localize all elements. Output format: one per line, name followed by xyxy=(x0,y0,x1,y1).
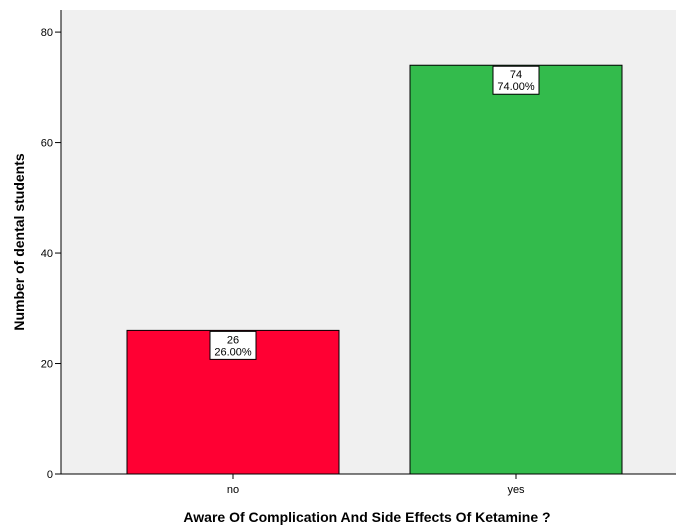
data-label-box xyxy=(492,65,540,95)
y-tick-label: 0 xyxy=(47,469,53,481)
y-axis-title: Number of dental students xyxy=(11,153,27,331)
y-axis-ticks: 0 20 40 60 80 xyxy=(41,27,61,481)
x-tick-label: no xyxy=(227,484,239,496)
y-tick-label: 60 xyxy=(41,138,53,150)
data-label-count: 26 xyxy=(227,334,239,346)
y-tick-label: 20 xyxy=(41,359,53,371)
data-label-percent: 74.00% xyxy=(497,81,535,93)
x-axis-title: Aware Of Complication And Side Effects O… xyxy=(183,509,550,525)
y-tick-label: 80 xyxy=(41,27,53,39)
y-tick-label: 40 xyxy=(41,248,53,260)
x-tick-label: yes xyxy=(507,484,525,496)
data-label-count: 74 xyxy=(510,69,522,81)
bar-yes xyxy=(409,64,623,475)
data-label-box xyxy=(209,330,257,360)
x-axis-ticks: no yes xyxy=(227,474,525,496)
data-label-percent: 26.00% xyxy=(214,346,252,358)
